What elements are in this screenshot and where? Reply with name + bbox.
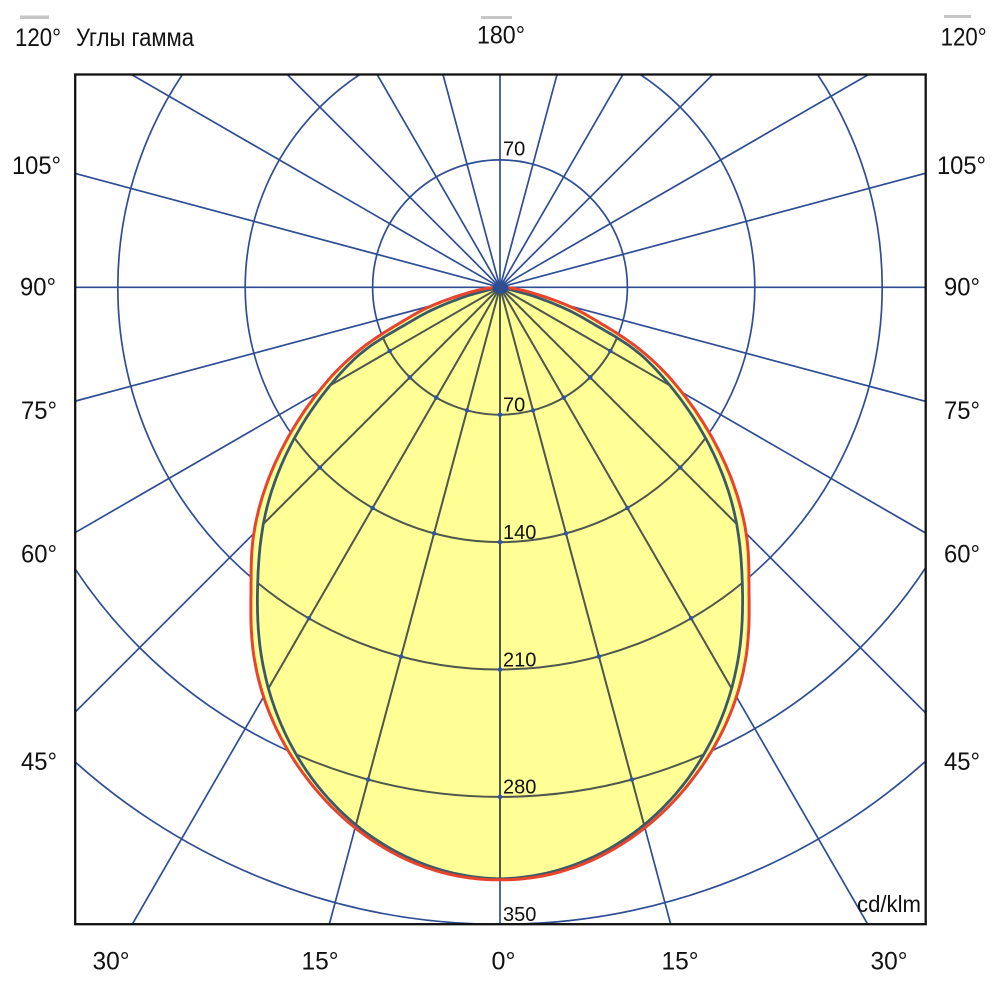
svg-text:60°: 60° [944, 540, 980, 568]
svg-text:120°: 120° [941, 24, 987, 52]
svg-text:280: 280 [503, 777, 536, 799]
svg-text:30°: 30° [93, 947, 130, 975]
svg-text:70: 70 [503, 395, 525, 417]
svg-text:75°: 75° [944, 397, 980, 425]
svg-text:105°: 105° [12, 152, 61, 180]
svg-text:140: 140 [503, 522, 536, 544]
svg-text:210: 210 [503, 649, 536, 671]
svg-text:Углы гамма: Углы гамма [76, 24, 194, 52]
svg-text:105°: 105° [937, 152, 986, 180]
svg-text:45°: 45° [944, 748, 980, 776]
svg-text:45°: 45° [21, 748, 57, 776]
svg-text:120°: 120° [15, 24, 61, 52]
svg-text:0°: 0° [492, 947, 516, 975]
svg-text:75°: 75° [21, 397, 57, 425]
svg-text:15°: 15° [662, 947, 699, 975]
svg-text:70: 70 [503, 139, 525, 161]
svg-text:cd/klm: cd/klm [857, 891, 921, 917]
svg-text:350: 350 [503, 904, 536, 926]
svg-text:180°: 180° [477, 22, 525, 50]
svg-text:15°: 15° [302, 947, 339, 975]
svg-text:30°: 30° [871, 947, 908, 975]
svg-text:90°: 90° [20, 274, 56, 302]
svg-text:90°: 90° [944, 274, 980, 302]
svg-text:60°: 60° [21, 540, 57, 568]
